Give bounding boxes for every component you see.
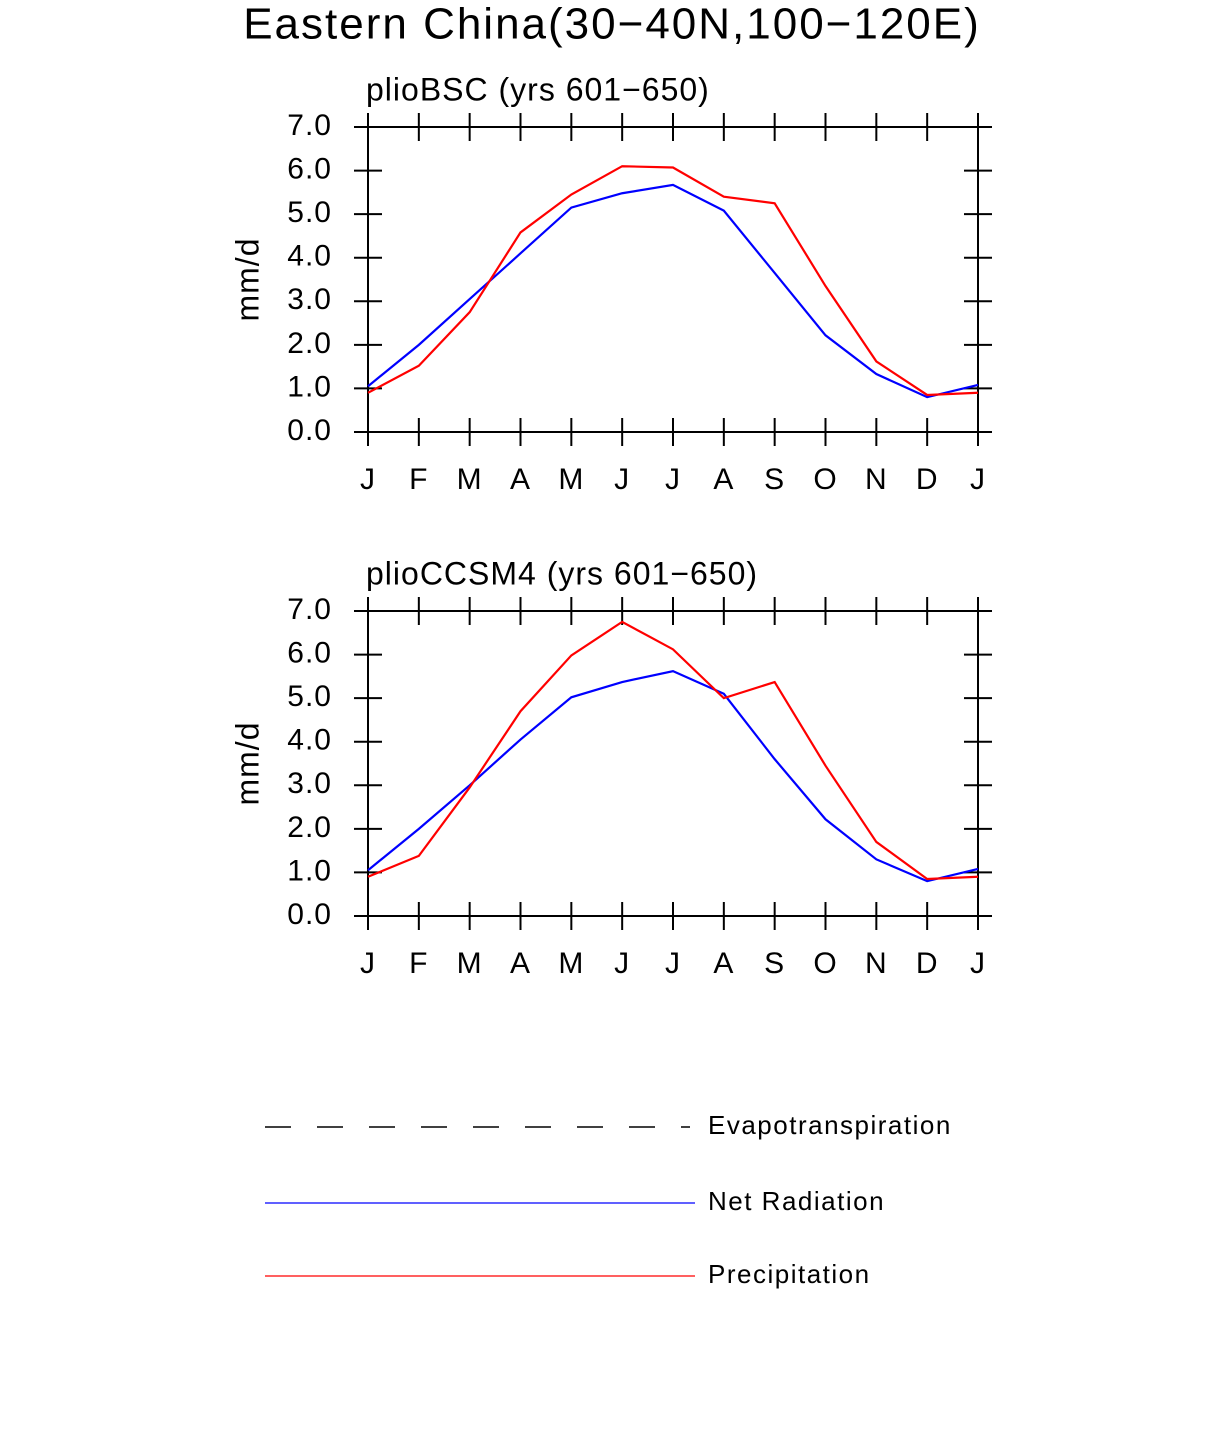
x-tick-label: J (665, 463, 681, 496)
y-tick-label: 4.0 (287, 240, 332, 273)
y-tick-label: 6.0 (287, 152, 332, 185)
x-tick-label: J (360, 947, 376, 980)
plot-frame (367, 126, 979, 433)
x-tick-label: J (360, 463, 376, 496)
x-tick-label: O (813, 947, 837, 980)
x-tick-label: J (970, 947, 986, 980)
y-tick-label: 7.0 (287, 109, 332, 142)
plot-frame (367, 610, 979, 917)
legend-label: Precipitation (708, 1259, 871, 1289)
y-tick-label: 5.0 (287, 680, 332, 713)
y-axis-label: mm/d (229, 722, 265, 806)
x-tick-label: M (457, 463, 483, 496)
data-line (367, 620, 979, 881)
x-tick-label: J (614, 947, 630, 980)
x-tick-label: A (713, 463, 734, 496)
y-tick-label: 2.0 (287, 811, 332, 844)
x-tick-label: J (970, 463, 986, 496)
x-tick-label: J (665, 947, 681, 980)
x-tick-label: M (457, 947, 483, 980)
figure-title: Eastern China(30−40N,100−120E) (243, 0, 981, 49)
x-tick-label: D (916, 947, 939, 980)
x-tick-label: N (865, 947, 888, 980)
y-tick-label: 4.0 (287, 724, 332, 757)
panel-title: plioCCSM4 (yrs 601−650) (366, 555, 758, 591)
y-tick-label: 5.0 (287, 196, 332, 229)
y-tick-label: 3.0 (287, 767, 332, 800)
x-tick-label: D (916, 463, 939, 496)
legend-label: Evapotranspiration (708, 1110, 952, 1140)
x-tick-label: F (409, 463, 428, 496)
y-tick-label: 3.0 (287, 283, 332, 316)
y-tick-label: 1.0 (287, 370, 332, 403)
y-tick-label: 0.0 (287, 414, 332, 447)
x-tick-label: J (614, 463, 630, 496)
legend-label: Net Radiation (708, 1186, 885, 1216)
x-tick-label: F (409, 947, 428, 980)
panel-title: plioBSC (yrs 601−650) (366, 71, 710, 107)
x-tick-label: A (510, 947, 531, 980)
data-line (367, 669, 979, 883)
y-tick-label: 0.0 (287, 898, 332, 931)
y-tick-label: 6.0 (287, 636, 332, 669)
x-tick-label: S (764, 947, 785, 980)
y-tick-label: 7.0 (287, 593, 332, 626)
x-tick-label: N (865, 463, 888, 496)
x-tick-label: A (713, 947, 734, 980)
data-line (367, 183, 979, 399)
data-line (367, 165, 979, 397)
x-tick-label: S (764, 463, 785, 496)
x-tick-label: M (558, 947, 584, 980)
x-tick-label: O (813, 463, 837, 496)
x-tick-label: A (510, 463, 531, 496)
y-tick-label: 1.0 (287, 854, 332, 887)
y-tick-label: 2.0 (287, 327, 332, 360)
x-tick-label: M (558, 463, 584, 496)
y-axis-label: mm/d (229, 238, 265, 322)
